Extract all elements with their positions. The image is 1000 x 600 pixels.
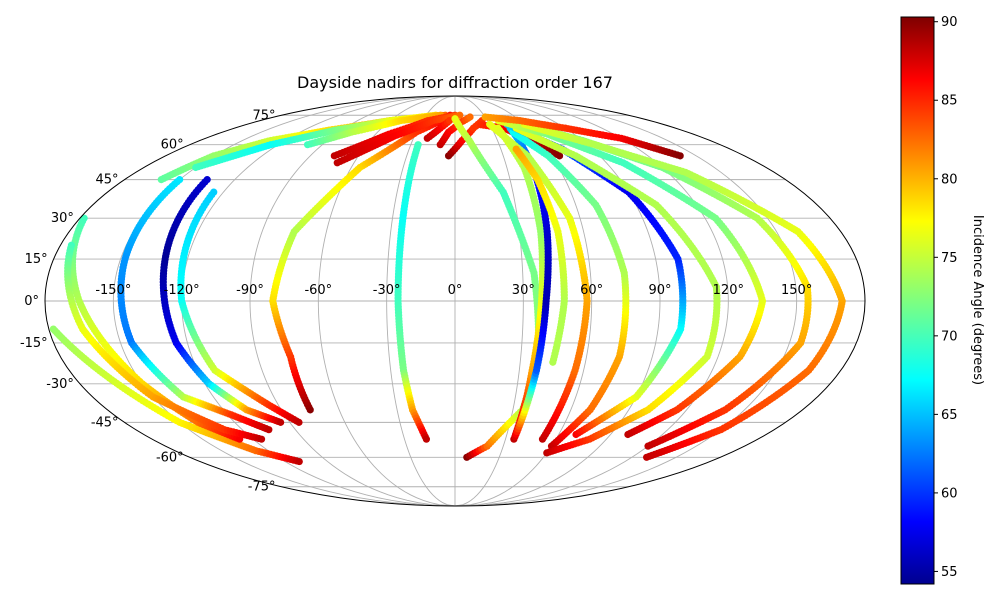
track-series [520,120,846,461]
data-layer [49,111,846,466]
y-tick-labels: -75° -60° -45° -30° -15° 0° 15° 30° 45° 60° 75° [20,108,276,494]
track-series [159,176,285,426]
x-tick-label: -60° [304,283,332,298]
data-point [295,457,303,466]
x-tick-label: 90° [648,283,671,298]
colorbar: 55 60 65 70 75 80 85 90 Incidence Angle (degree… [900,15,985,585]
chart-title: Dayside nadirs for diffraction order 167 [297,73,613,92]
track-series [481,113,684,160]
colorbar-ticks: 55 60 65 70 75 80 85 90 [934,15,958,580]
data-point [676,152,684,160]
data-point [466,113,474,121]
x-tick-label: -150° [95,283,131,298]
data-point [555,152,564,160]
data-point [451,115,459,123]
colorbar-tick-label: 80 [941,172,958,187]
data-point [265,426,273,434]
track-series [394,141,430,443]
data-point [445,116,454,125]
track-series [423,116,454,142]
y-tick-label: -30° [46,377,74,392]
x-tick-labels: -150° -120° -90° -60° -30° 0° 30° 60° 90° 120° 150… [95,283,812,298]
colorbar-tick-label: 60 [941,486,958,501]
data-point [277,418,285,426]
x-tick-label: 120° [713,283,744,298]
y-tick-label: -75° [248,480,276,495]
x-tick-label: -90° [236,283,264,298]
colorbar-tick-label: 65 [941,408,958,423]
colorbar-label: Incidence Angle (degrees) [970,215,985,385]
y-tick-label: 60° [161,138,184,153]
data-point [512,145,520,153]
y-tick-label: -15° [20,336,48,351]
y-tick-label: -45° [91,415,119,430]
y-tick-label: 0° [24,294,39,309]
x-tick-label: 0° [448,283,463,298]
x-tick-label: -120° [164,283,200,298]
x-tick-label: -30° [373,283,401,298]
track-series [436,113,474,149]
x-tick-label: 60° [580,283,603,298]
data-point [295,418,303,426]
track-series [512,145,568,366]
y-tick-label: 15° [25,252,48,267]
colorbar-tick-label: 90 [941,15,958,30]
data-point [486,120,494,128]
x-tick-label: 30° [512,283,535,298]
track-series [64,241,266,443]
map-outline [44,95,866,507]
track-series [509,128,630,450]
track-series [269,111,454,414]
x-tick-label: 150° [781,283,812,298]
track-series [117,176,273,434]
track-series [177,188,303,426]
y-tick-label: 75° [252,108,275,123]
grid-layer [45,95,865,507]
colorbar-tick-label: 55 [941,565,958,580]
data-point [422,435,430,443]
colorbar-gradient [900,16,935,585]
y-tick-label: 30° [51,211,74,226]
colorbar-tick-label: 85 [941,94,958,109]
y-tick-label: -60° [156,450,184,465]
colorbar-tick-label: 70 [941,329,958,344]
y-tick-label: 45° [96,173,119,188]
data-point [257,435,266,443]
colorbar-tick-label: 75 [941,251,958,266]
